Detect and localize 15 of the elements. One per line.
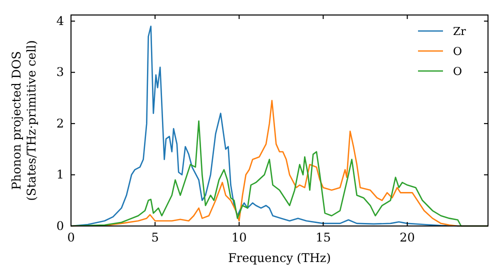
y-axis-title: Phonon projected DOS (States/THz·primitive cell): [10, 40, 38, 201]
x-tick-label: 5: [151, 230, 159, 245]
y-tick-label: 1: [56, 168, 64, 182]
x-axis-title: Frequency (THz): [228, 251, 331, 265]
x-tick-label: 10: [232, 230, 247, 245]
y-tick-label: 2: [56, 116, 64, 130]
x-tick-label: 20: [400, 230, 415, 245]
x-tick-label: 0: [67, 230, 75, 245]
y-tick-label: 3: [56, 65, 64, 80]
legend-label: O: [453, 45, 462, 58]
legend-label: Zr: [453, 25, 467, 38]
y-tick-label: 4: [56, 14, 64, 28]
legend-label: O: [453, 65, 462, 78]
x-tick-label: 15: [316, 230, 331, 245]
y-tick-label: 0: [56, 218, 64, 233]
